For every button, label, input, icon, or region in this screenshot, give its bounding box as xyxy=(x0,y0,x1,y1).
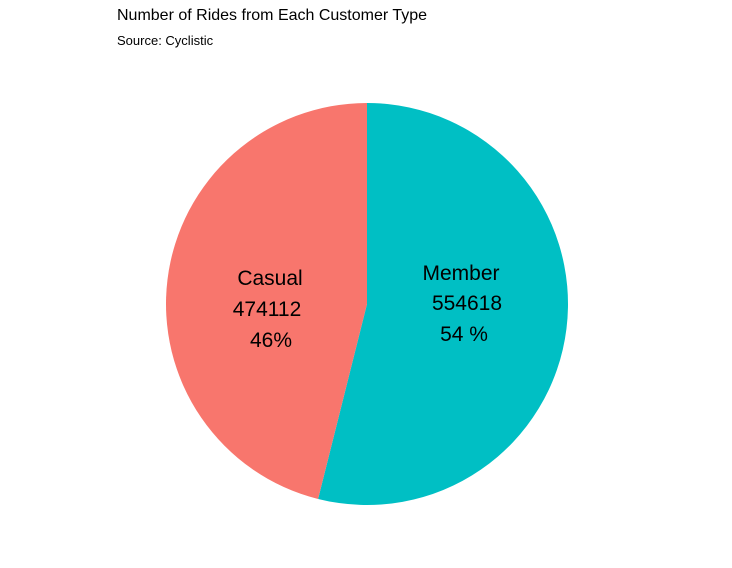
slice-label-casual: Casual 474112 46% xyxy=(233,267,303,352)
slice-label-member-value: 554618 xyxy=(432,292,502,315)
pie-slice-member xyxy=(318,103,569,505)
chart-title: Number of Rides from Each Customer Type xyxy=(117,7,428,24)
slice-label-casual-percent: 46% xyxy=(250,329,292,352)
pie-slice-casual xyxy=(166,103,367,499)
slice-label-member-name: Member xyxy=(422,262,499,285)
chart-subtitle: Source: Cyclistic xyxy=(117,33,214,48)
slice-label-casual-value: 474112 xyxy=(233,298,302,321)
slice-label-casual-name: Casual xyxy=(237,267,302,290)
pie-slices xyxy=(166,103,569,505)
slice-label-member: Member 554618 54 % xyxy=(422,262,502,346)
slice-label-member-percent: 54 % xyxy=(440,323,488,346)
